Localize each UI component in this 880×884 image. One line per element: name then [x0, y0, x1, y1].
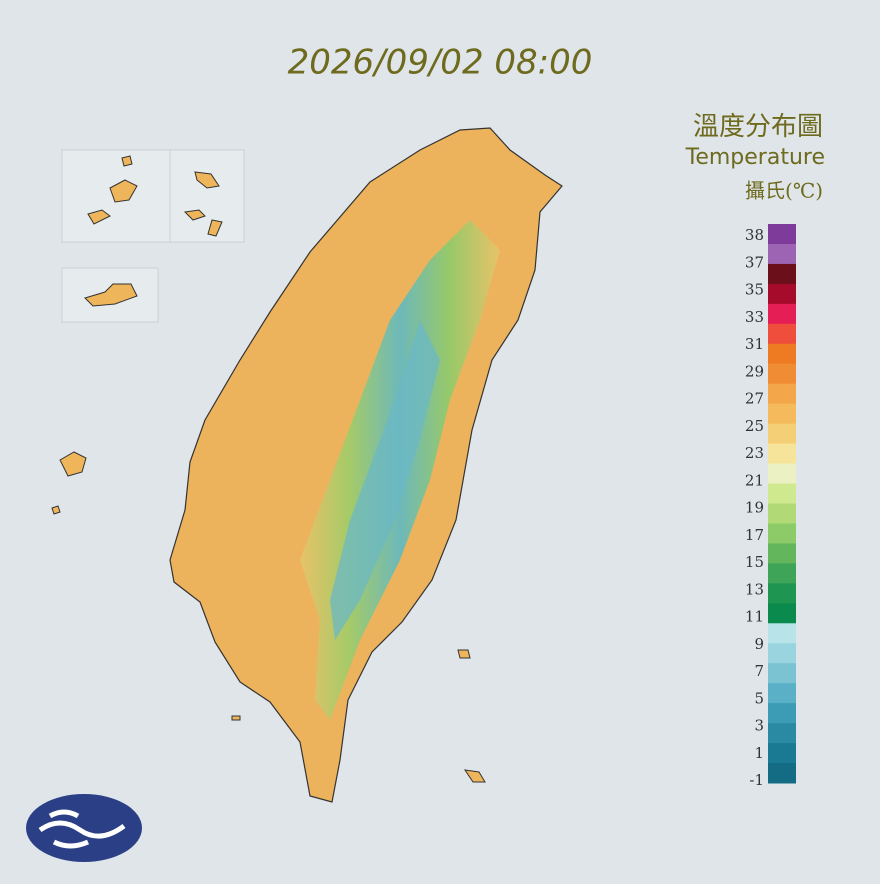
legend-color-band [768, 443, 796, 465]
legend-label: 37 [745, 253, 764, 271]
legend-color-band [768, 743, 796, 764]
legend-color-band [768, 523, 796, 544]
logo-mark [38, 809, 126, 849]
legend-color-band [768, 563, 796, 584]
legend-title: 溫度分布圖 [693, 112, 823, 142]
legend-label: 35 [745, 281, 764, 299]
legend-color-band [768, 623, 796, 644]
legend-color-band [768, 283, 796, 305]
legend-label: 13 [745, 580, 764, 598]
legend-color-band [768, 723, 796, 744]
legend-label: 19 [745, 499, 764, 517]
legend-color-band [768, 423, 796, 445]
legend-color-band [768, 303, 796, 325]
legend-color-band [768, 224, 796, 245]
legend-unit: 攝氏(℃) [745, 179, 823, 203]
legend-color-band [768, 583, 796, 604]
islands [51, 155, 486, 783]
legend-label: 17 [745, 526, 764, 544]
legend-color-band [768, 643, 796, 664]
legend-label: 5 [754, 689, 764, 707]
legend-label: -1 [749, 771, 764, 789]
legend-label: 29 [745, 362, 764, 380]
legend-color-band [768, 763, 796, 784]
legend-label: 7 [754, 662, 764, 680]
legend-color-band [768, 323, 796, 345]
legend-label: 27 [745, 390, 764, 408]
legend-label: 3 [754, 717, 764, 735]
legend-label: 15 [745, 553, 764, 571]
legend-color-band [768, 363, 796, 385]
legend-color-band [768, 683, 796, 704]
legend-color-band [768, 403, 796, 425]
legend-color-band [768, 343, 796, 365]
legend-label: 25 [745, 417, 764, 435]
legend-color-band [768, 263, 796, 285]
legend-label: 38 [745, 226, 764, 244]
legend-color-band [768, 663, 796, 684]
map-title-date: 2026/09/02 08:00 [288, 43, 593, 83]
legend-color-band [768, 603, 796, 624]
legend-color-band [768, 703, 796, 724]
legend-color-band [768, 543, 796, 564]
cold-zone [330, 320, 440, 640]
legend-color-band [768, 383, 796, 405]
legend-label: 9 [754, 635, 764, 653]
legend-label: 33 [745, 308, 764, 326]
legend-color-band [768, 503, 796, 524]
legend-label: 31 [745, 335, 764, 353]
legend-color-band [768, 463, 796, 485]
legend-label: 1 [754, 744, 764, 762]
legend-label: 23 [745, 444, 764, 462]
legend-color-band [768, 483, 796, 504]
legend-label: 11 [745, 608, 764, 626]
legend-color-band [768, 243, 796, 265]
legend-label: 21 [745, 471, 764, 489]
legend-subtitle: Temperature [685, 145, 825, 170]
